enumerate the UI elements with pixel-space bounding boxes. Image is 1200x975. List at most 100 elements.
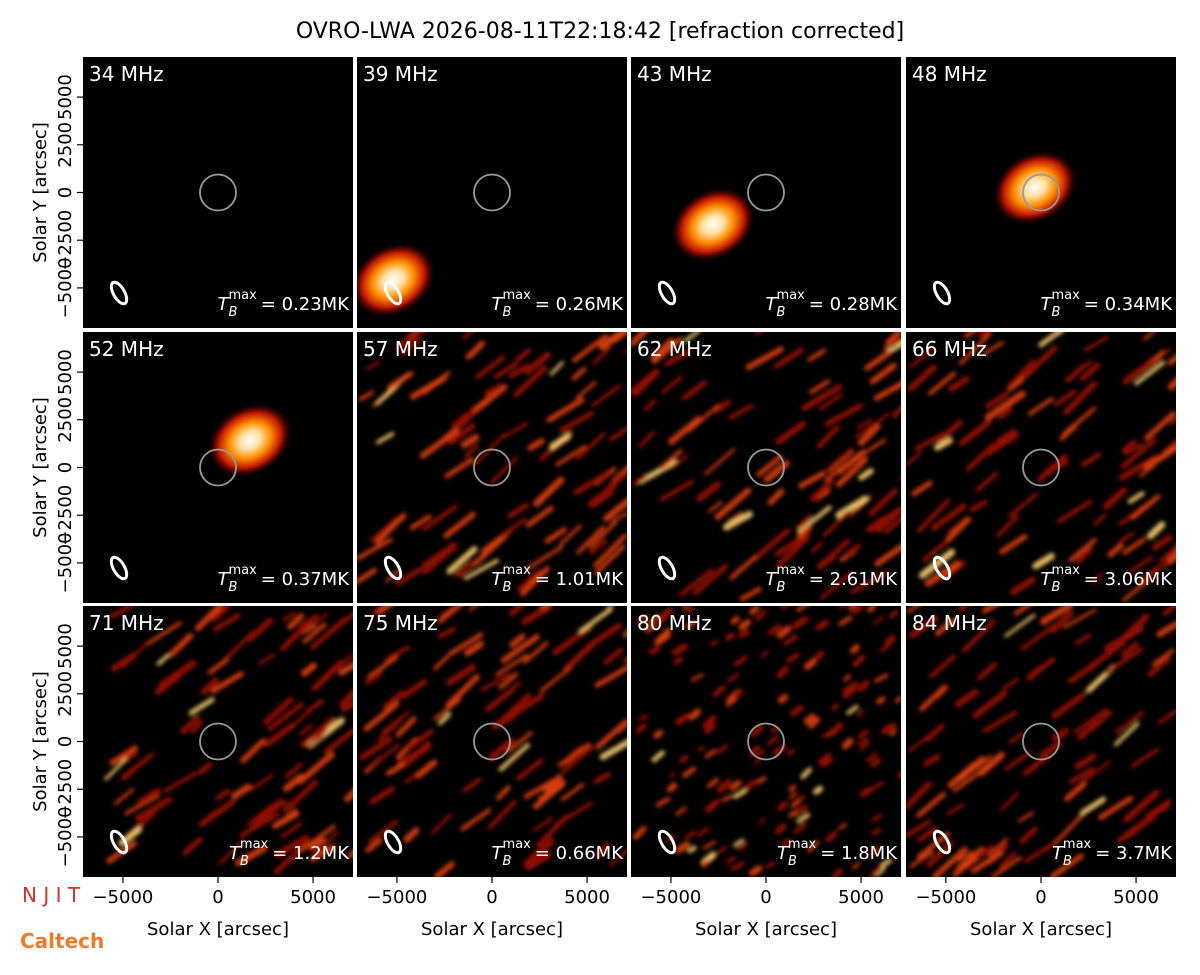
noise-streak: [513, 365, 548, 398]
noise-streak: [803, 659, 816, 671]
noise-streak: [909, 850, 934, 869]
noise-streak: [364, 671, 382, 685]
noise-streak: [801, 383, 843, 412]
noise-streak: [519, 565, 551, 597]
noise-streak: [595, 842, 611, 858]
noise-streak: [1039, 657, 1056, 671]
noise-streak: [688, 708, 702, 721]
noise-streak: [793, 822, 808, 835]
noise-streak: [277, 808, 298, 825]
panel: [83, 606, 353, 877]
noise-streak: [726, 689, 739, 702]
tb-value: = 0.66MK: [535, 843, 624, 864]
noise-streak: [995, 429, 1018, 446]
noise-texture: [906, 332, 1176, 602]
noise-streak: [848, 606, 857, 611]
noise-streak: [213, 612, 241, 632]
noise-streak: [821, 732, 829, 739]
noise-streak: [995, 514, 1020, 538]
noise-streak: [831, 867, 844, 877]
tb-sup: max: [1063, 837, 1092, 852]
noise-streak: [1079, 362, 1101, 382]
noise-streak: [984, 390, 1026, 421]
noise-streak: [859, 741, 870, 752]
noise-streak: [124, 793, 160, 816]
tb-sub: B: [229, 580, 238, 595]
noise-streak: [936, 419, 963, 444]
noise-streak: [384, 645, 411, 662]
noise-texture: [357, 332, 627, 597]
noise-streak: [578, 607, 613, 634]
noise-streak: [991, 856, 1022, 877]
noise-streak: [1074, 753, 1097, 770]
noise-streak: [687, 403, 721, 432]
tb-sub: B: [503, 580, 512, 595]
noise-streak: [593, 771, 611, 784]
noise-streak: [231, 783, 252, 800]
noise-streak: [934, 617, 956, 637]
tb-sub: B: [1052, 305, 1061, 320]
noise-streak: [215, 788, 231, 801]
noise-streak: [523, 837, 555, 868]
noise-streak: [776, 665, 790, 679]
noise-streak: [706, 777, 720, 788]
noise-streak: [109, 606, 136, 619]
noise-streak: [422, 371, 451, 395]
solar-disk: [473, 173, 511, 212]
tb-sup: max: [776, 288, 805, 303]
noise-streak: [433, 697, 462, 721]
noise-streak: [589, 520, 617, 549]
noise-streak: [1146, 521, 1166, 540]
tb-sup: max: [502, 288, 531, 303]
noise-streak: [297, 751, 335, 785]
noise-streak: [544, 527, 568, 544]
y-tick-label: 5000: [55, 349, 76, 395]
noise-streak: [932, 846, 968, 877]
solar-disk: [1022, 173, 1060, 212]
noise-texture: [906, 606, 1176, 877]
noise-streak: [958, 419, 992, 447]
noise-streak: [733, 655, 748, 667]
noise-streak: [733, 688, 744, 699]
panel: [357, 57, 627, 328]
noise-streak: [918, 548, 956, 579]
noise-streak: [302, 622, 327, 644]
noise-streak: [1081, 760, 1112, 784]
noise-streak: [981, 606, 999, 614]
noise-streak: [871, 827, 882, 836]
noise-streak: [926, 840, 954, 868]
noise-streak: [502, 421, 529, 439]
noise-streak: [437, 712, 452, 726]
noise-streak: [382, 690, 406, 710]
panel: [631, 606, 901, 877]
noise-streak: [1023, 345, 1058, 378]
noise-streak: [959, 332, 992, 366]
panel: [906, 606, 1176, 877]
noise-streak: [708, 500, 723, 513]
noise-streak: [632, 825, 647, 840]
noise-streak: [182, 836, 204, 856]
tb-symbol: T: [229, 843, 242, 864]
noise-streak: [430, 813, 453, 835]
noise-streak: [1143, 332, 1156, 341]
noise-streak: [557, 742, 591, 768]
noise-streak: [673, 656, 684, 666]
tb-max-label: TBmax = 0.34MK: [1041, 288, 1174, 320]
noise-streak: [838, 822, 847, 830]
noise-streak: [997, 407, 1013, 420]
noise-streak: [462, 777, 483, 793]
noise-streak: [1098, 795, 1134, 821]
noise-streak: [800, 767, 813, 780]
noise-streak: [916, 498, 951, 534]
noise-streak: [730, 616, 741, 625]
noise-streak: [954, 688, 979, 708]
noise-texture: [359, 606, 627, 877]
noise-streak: [1068, 766, 1095, 785]
noise-streak: [681, 606, 690, 610]
noise-streak: [344, 788, 353, 803]
noise-streak: [725, 855, 736, 865]
panel-label: 75 MHz: [363, 611, 438, 635]
noise-streak: [858, 468, 874, 481]
noise-streak: [999, 851, 1017, 869]
tb-symbol: T: [492, 294, 505, 315]
